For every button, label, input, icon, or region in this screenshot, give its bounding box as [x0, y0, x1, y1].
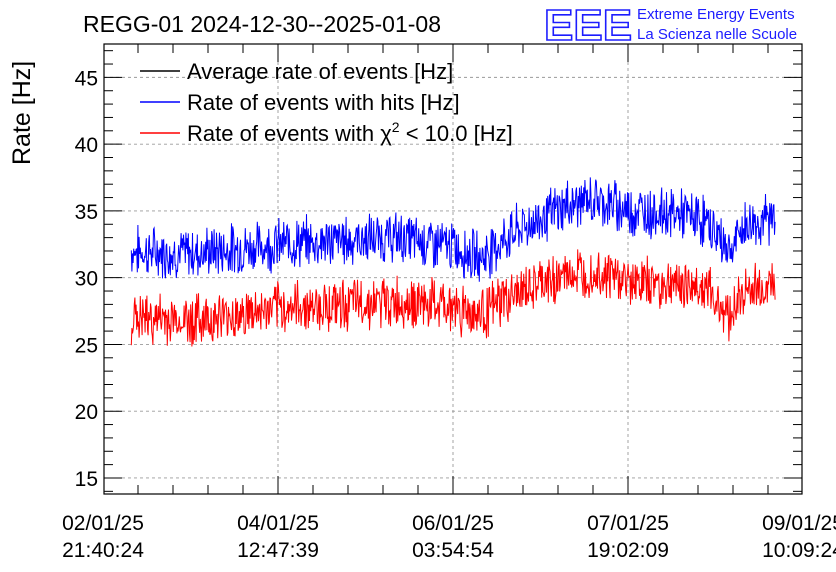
series-line-1	[130, 177, 776, 282]
x-tick-label-date: 06/01/25	[412, 512, 494, 535]
x-tick-label-time: 19:02:09	[587, 539, 669, 562]
legend-chi2-symbol: χ	[380, 121, 392, 146]
plot-frame	[103, 43, 803, 495]
y-axis: 15 20 25 30 35 40 45	[75, 50, 802, 492]
y-axis-title: Rate [Hz]	[8, 61, 36, 165]
chart-title: REGG-01 2024-12-30--2025-01-08	[83, 11, 441, 37]
legend-entry-chi2: Rate of events with χ2 < 10.0 [Hz]	[140, 119, 513, 146]
x-tick-label-date: 04/01/25	[237, 512, 319, 535]
x-tick-label-date: 07/01/25	[587, 512, 669, 535]
legend-label-hits: Rate of events with hits [Hz]	[187, 90, 460, 115]
y-tick-label: 15	[75, 468, 98, 491]
legend-entry-average: Average rate of events [Hz]	[140, 59, 453, 84]
x-tick-label-date: 02/01/25	[62, 512, 144, 535]
legend-chi2-prefix: Rate of events with	[187, 121, 380, 146]
y-tick-label: 30	[75, 268, 98, 291]
eee-logo-mark: EEE	[544, 1, 632, 50]
x-tick-label-time: 10:09:24	[762, 539, 836, 562]
x-tick-label-time: 21:40:24	[62, 539, 144, 562]
y-tick-label: 25	[75, 334, 98, 357]
eee-logo: EEE Extreme Energy Events La Scienza nel…	[543, 0, 797, 51]
legend-label-average: Average rate of events [Hz]	[187, 59, 453, 84]
logo-line-1: Extreme Energy Events	[637, 6, 795, 23]
legend-chi2-superscript: 2	[392, 119, 400, 135]
y-tick-label: 40	[75, 134, 98, 157]
x-tick-label-time: 12:47:39	[237, 539, 319, 562]
legend: Average rate of events [Hz] Rate of even…	[140, 59, 513, 146]
x-tick-label-date: 09/01/25	[762, 512, 836, 535]
logo-line-2: La Scienza nelle Scuole	[637, 26, 797, 43]
y-tick-label: 45	[75, 67, 98, 90]
legend-chi2-suffix: < 10.0 [Hz]	[400, 121, 513, 146]
series-layer	[130, 177, 776, 347]
legend-label-chi2: Rate of events with χ2 < 10.0 [Hz]	[187, 119, 513, 146]
series-line-2	[130, 249, 776, 347]
x-axis: 02/01/25 21:40:24 04/01/25 12:47:39 06/01/25…	[62, 44, 836, 562]
y-tick-label: 35	[75, 201, 98, 224]
legend-entry-hits: Rate of events with hits [Hz]	[140, 90, 460, 115]
x-tick-label-time: 03:54:54	[412, 539, 494, 562]
y-tick-label: 20	[75, 401, 98, 424]
